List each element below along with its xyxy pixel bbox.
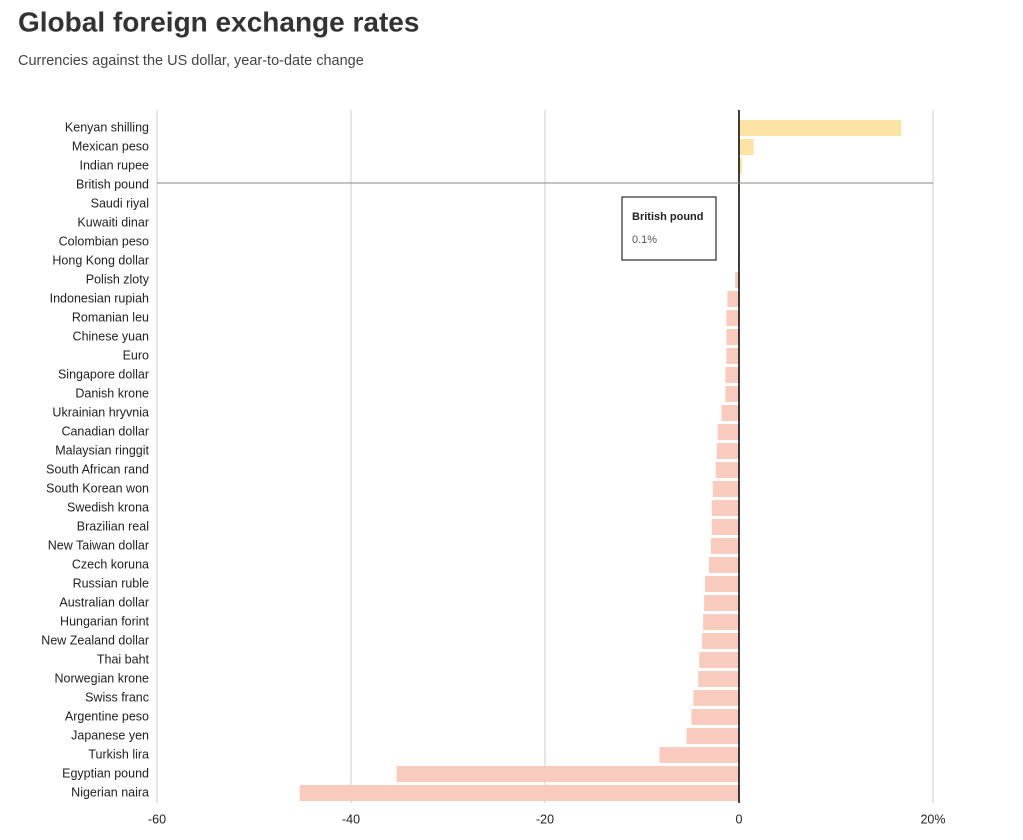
category-label: Japanese yen xyxy=(71,728,149,742)
tooltip-title: British pound xyxy=(632,211,704,223)
bar xyxy=(726,329,739,345)
x-tick-label: -20 xyxy=(536,812,554,826)
category-label: Nigerian naira xyxy=(71,785,149,799)
category-label: Indian rupee xyxy=(79,158,149,172)
category-label: South Korean won xyxy=(46,481,149,495)
category-label: Ukrainian hryvnia xyxy=(52,405,149,419)
category-label: Canadian dollar xyxy=(61,424,149,438)
bar xyxy=(726,348,739,364)
bar xyxy=(710,538,739,554)
bar xyxy=(691,709,739,725)
category-label: South African rand xyxy=(46,462,149,476)
category-label: Polish zloty xyxy=(86,272,150,286)
category-label: Turkish lira xyxy=(88,747,149,761)
bar xyxy=(725,386,739,402)
bar xyxy=(702,633,739,649)
bar xyxy=(698,671,739,687)
bar xyxy=(721,405,739,421)
category-label: Swiss franc xyxy=(85,690,149,704)
category-label: Singapore dollar xyxy=(58,367,149,381)
chart-title: Global foreign exchange rates xyxy=(18,6,419,37)
category-label: Hungarian forint xyxy=(60,614,149,628)
category-label: New Zealand dollar xyxy=(41,633,149,647)
x-tick-label: 20% xyxy=(920,812,945,826)
bar xyxy=(739,139,754,155)
category-label: Malaysian ringgit xyxy=(55,443,149,457)
category-label: Indonesian rupiah xyxy=(50,291,149,305)
category-label: Euro xyxy=(123,348,149,362)
bar xyxy=(735,272,739,288)
bar xyxy=(703,614,739,630)
bar xyxy=(739,158,742,174)
category-label: Czech koruna xyxy=(72,557,149,571)
category-label: Danish krone xyxy=(75,386,149,400)
bar xyxy=(659,747,739,763)
bar xyxy=(686,728,739,744)
category-label: Egyptian pound xyxy=(62,766,149,780)
x-tick-label: 0 xyxy=(736,812,743,826)
bar xyxy=(725,367,739,383)
category-label: Swedish krona xyxy=(67,500,149,514)
x-tick-label: -40 xyxy=(342,812,360,826)
category-label: Saudi riyal xyxy=(91,196,149,210)
bar xyxy=(693,690,739,706)
category-label: Hong Kong dollar xyxy=(52,253,149,267)
category-label: Thai baht xyxy=(97,652,150,666)
bar xyxy=(711,519,739,535)
category-label: Chinese yuan xyxy=(73,329,149,343)
bar xyxy=(299,785,739,801)
bar xyxy=(711,500,739,516)
tooltip: British pound 0.1% xyxy=(621,196,717,261)
category-label: Romanian leu xyxy=(72,310,149,324)
tooltip-value: 0.1% xyxy=(632,234,657,246)
category-label: Argentine peso xyxy=(65,709,149,723)
bar xyxy=(715,462,739,478)
bar xyxy=(727,291,739,307)
category-label: Kenyan shilling xyxy=(65,120,149,134)
bar xyxy=(712,481,739,497)
category-label: Colombian peso xyxy=(59,234,149,248)
bar xyxy=(716,443,739,459)
category-label: Norwegian krone xyxy=(55,671,150,685)
category-label: Kuwaiti dinar xyxy=(77,215,149,229)
bar xyxy=(704,595,739,611)
bar xyxy=(396,766,739,782)
category-label: Brazilian real xyxy=(77,519,149,533)
category-label: Mexican peso xyxy=(72,139,149,153)
chart-subtitle: Currencies against the US dollar, year-t… xyxy=(18,53,364,69)
bar xyxy=(708,557,739,573)
bar xyxy=(699,652,739,668)
category-label: New Taiwan dollar xyxy=(48,538,149,552)
bar xyxy=(739,120,901,136)
x-tick-label: -60 xyxy=(148,812,166,826)
bar xyxy=(705,576,739,592)
bar xyxy=(717,424,739,440)
category-label: British pound xyxy=(76,177,149,191)
category-label: Russian ruble xyxy=(73,576,149,590)
bar xyxy=(726,310,739,326)
tooltip-box xyxy=(621,196,717,261)
category-label: Australian dollar xyxy=(59,595,149,609)
